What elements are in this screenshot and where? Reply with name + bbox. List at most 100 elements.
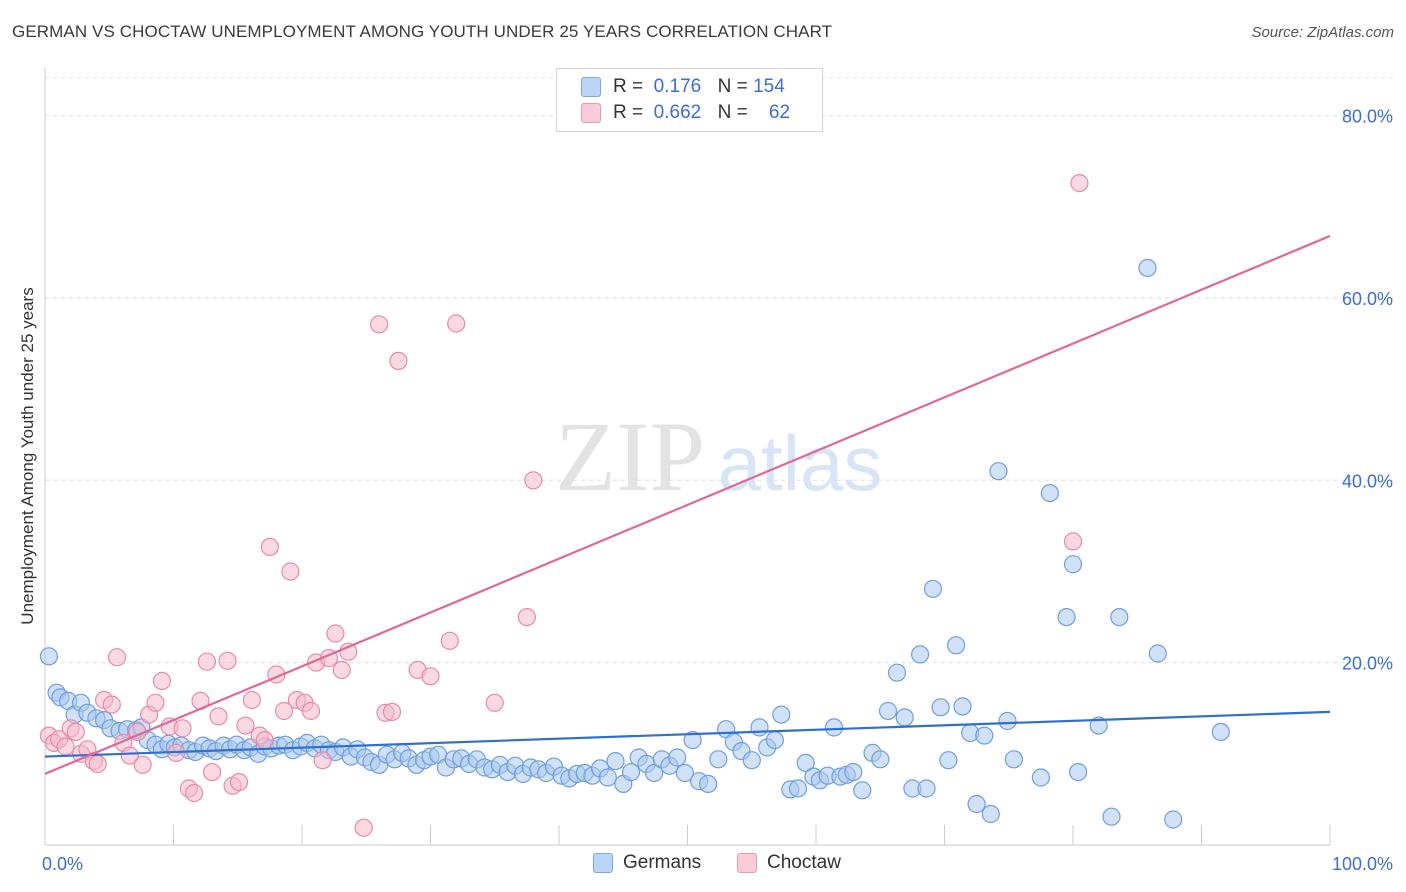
data-point-germans [844, 762, 863, 782]
data-point-choctaw [382, 702, 402, 722]
data-point-choctaw [326, 624, 345, 643]
data-point-choctaw [517, 607, 537, 627]
series-legend-germans: Germans [593, 852, 701, 874]
data-point-choctaw [56, 737, 75, 756]
series-swatch-choctaw [737, 853, 757, 873]
data-point-choctaw [339, 642, 358, 661]
trend-line-choctaw [44, 234, 1331, 775]
data-point-germans [698, 774, 718, 794]
data-point-choctaw [152, 671, 171, 691]
data-point-choctaw [197, 652, 216, 671]
data-point-choctaw [389, 351, 408, 370]
data-point-germans [946, 636, 966, 655]
trend-line-germans [44, 710, 1331, 758]
chart-title: GERMAN VS CHOCTAW UNEMPLOYMENT AMONG YOU… [12, 22, 833, 41]
legend-n-label: N = [717, 76, 748, 97]
legend-r-label: R = [613, 76, 644, 97]
data-point-germans [709, 750, 728, 769]
legend-n-label: N = [717, 102, 748, 123]
legend-row-choctaw: R = 0.662 N = 62 [581, 101, 790, 125]
data-point-choctaw [524, 471, 543, 490]
data-point-germans [939, 751, 958, 770]
data-point-germans [621, 762, 641, 782]
data-point-germans [953, 697, 972, 716]
data-point-germans [1057, 607, 1076, 627]
data-point-choctaw [209, 707, 228, 726]
data-point-choctaw [236, 716, 255, 735]
data-point-germans [981, 804, 1000, 824]
legend-n-value-choctaw: 62 [768, 102, 791, 123]
data-point-germans [772, 705, 791, 724]
data-point-choctaw [102, 695, 121, 714]
data-point-germans [765, 730, 785, 750]
series-legend-choctaw: Choctaw [737, 852, 841, 874]
data-point-germans [824, 718, 844, 737]
data-point-choctaw [66, 722, 85, 742]
data-point-choctaw [281, 562, 300, 581]
data-point-germans [923, 579, 943, 598]
legend-r-value-germans: 0.176 [653, 76, 702, 97]
y-tick-label: 80.0% [1342, 107, 1393, 127]
data-point-germans [606, 751, 625, 771]
series-points-germans [39, 258, 1230, 829]
data-point-choctaw [88, 754, 107, 774]
y-tick-label: 20.0% [1342, 654, 1393, 674]
data-point-germans [1110, 607, 1129, 627]
data-point-germans [989, 462, 1008, 481]
data-point-choctaw [447, 314, 466, 333]
x-tick-label-min: 0.0% [42, 854, 83, 874]
data-point-choctaw [440, 631, 459, 650]
data-point-germans [1148, 644, 1167, 663]
data-point-germans [788, 779, 808, 798]
data-point-germans [910, 645, 930, 664]
data-point-choctaw [242, 690, 261, 710]
correlation-legend: R = 0.176 N = 154 R = 0.662 N = 62 [556, 68, 823, 132]
data-point-choctaw [1070, 174, 1089, 193]
data-point-choctaw [173, 719, 192, 738]
data-point-germans [853, 781, 872, 800]
data-point-choctaw [370, 315, 389, 334]
data-point-choctaw [354, 818, 373, 837]
data-point-germans [1040, 484, 1060, 503]
data-point-choctaw [332, 660, 351, 680]
legend-r-value-choctaw: 0.662 [653, 102, 702, 123]
data-point-germans [931, 698, 950, 717]
data-point-germans [1068, 762, 1088, 782]
data-point-germans [878, 701, 898, 721]
data-point-choctaw [107, 648, 127, 667]
series-name-choctaw: Choctaw [767, 852, 841, 873]
data-point-germans [1102, 807, 1121, 826]
data-point-germans [998, 711, 1017, 731]
data-point-germans [668, 748, 687, 767]
data-point-germans [1211, 722, 1230, 742]
data-point-choctaw [255, 730, 274, 750]
data-point-choctaw [421, 667, 440, 686]
data-point-germans [967, 794, 986, 814]
data-point-germans [750, 718, 769, 737]
watermark: ZIP atlas [555, 401, 882, 512]
watermark-zip: ZIP [555, 401, 705, 512]
legend-r-label: R = [613, 102, 644, 123]
data-point-choctaw [260, 537, 279, 557]
data-point-germans [796, 753, 815, 773]
legend-swatch-germans [581, 77, 601, 97]
series-name-germans: Germans [623, 852, 702, 873]
data-point-choctaw [485, 693, 504, 712]
data-point-choctaw [146, 693, 165, 712]
series-swatch-germans [593, 853, 613, 873]
y-tick-label: 40.0% [1342, 471, 1393, 491]
data-point-germans [598, 768, 617, 787]
data-point-germans [644, 763, 664, 783]
data-point-choctaw [218, 651, 237, 670]
data-point-germans [683, 730, 702, 750]
axes [44, 68, 1331, 846]
y-tick-label: 60.0% [1342, 289, 1393, 309]
data-point-germans [742, 751, 761, 770]
data-point-germans [39, 647, 59, 666]
x-tick-label-max: 100.0% [1332, 854, 1393, 874]
series-points-choctaw [39, 174, 1089, 837]
data-point-germans [975, 726, 994, 745]
data-point-choctaw [133, 755, 152, 774]
data-point-choctaw [1063, 532, 1083, 551]
